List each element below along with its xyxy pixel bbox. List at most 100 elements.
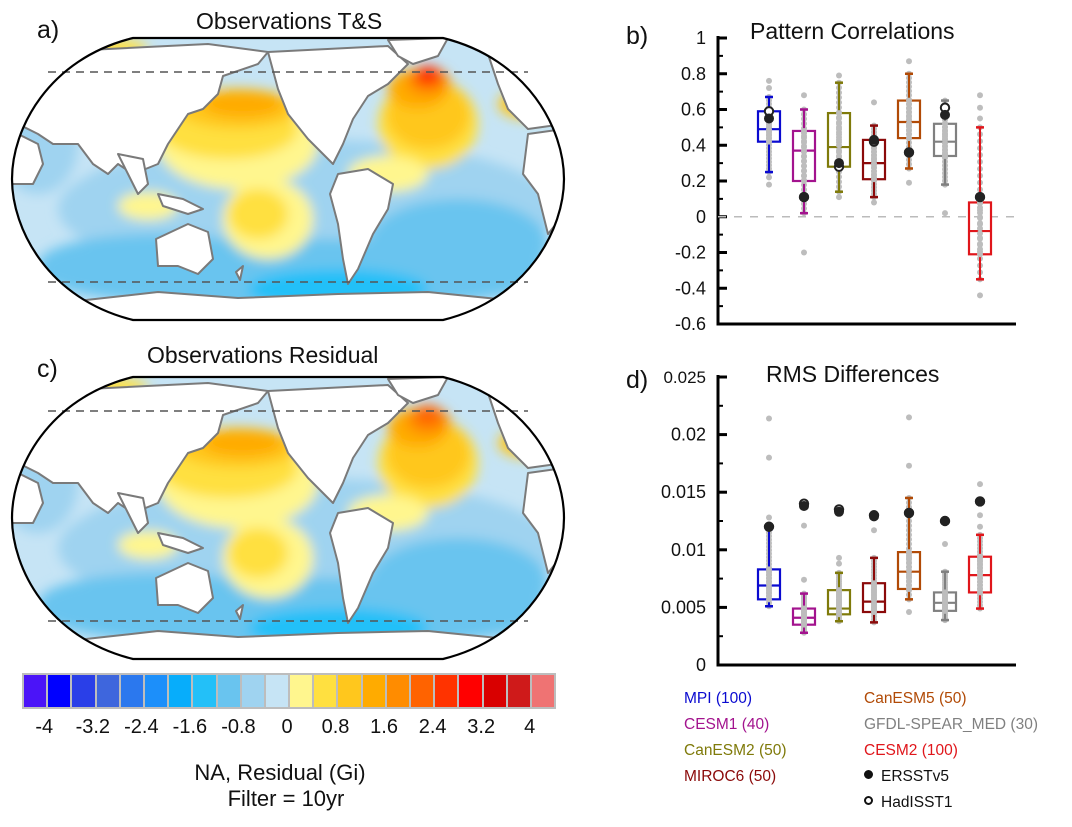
ensemble-member-point <box>977 209 983 216</box>
ensemble-outlier-point <box>977 115 983 122</box>
colorbar-cell <box>290 675 313 707</box>
y-tick-label: -0.6 <box>675 314 706 334</box>
ensemble-member-point <box>871 580 877 587</box>
australia-landmass <box>155 223 214 275</box>
colorbar-cell <box>531 675 555 707</box>
legend-item-model: MPI (100) <box>684 690 753 707</box>
anomaly-region <box>414 405 442 425</box>
south-america-landmass <box>329 168 394 285</box>
ensemble-outlier-point <box>977 523 983 530</box>
y-tick-label: 0 <box>696 207 706 227</box>
y-tick-label: 0.8 <box>681 64 706 84</box>
anomaly-region <box>368 199 548 289</box>
map-border <box>10 375 566 661</box>
ensemble-outlier-point <box>766 415 772 422</box>
panel-label-c: c) <box>37 355 58 383</box>
map-border <box>10 36 566 322</box>
ersstv5-marker <box>764 521 774 532</box>
ensemble-member-point <box>836 110 842 117</box>
africa-east-landmass <box>522 128 564 235</box>
colorbar-tick-label: -0.8 <box>221 716 256 738</box>
ensemble-member-point <box>977 225 983 232</box>
antarctica-landmass <box>12 630 564 659</box>
colorbar-cell <box>435 675 458 707</box>
ensemble-outlier-point <box>942 541 948 548</box>
boxplot-canesm5 <box>896 58 922 186</box>
antarctica-landmass <box>12 291 564 320</box>
colorbar-cell <box>48 675 71 707</box>
boxplot-cesm2 <box>967 92 993 299</box>
legend-item-model: CanESM2 (50) <box>684 742 787 759</box>
panel-label-d: d) <box>626 366 649 394</box>
ensemble-member-point <box>836 136 842 143</box>
y-tick-label: 0.015 <box>661 482 706 502</box>
ensemble-member-point <box>906 549 912 556</box>
boxplot-cesm1 <box>791 92 817 256</box>
ensemble-outlier-point <box>801 576 807 583</box>
ensemble-outlier-point <box>977 104 983 111</box>
open-circle-icon <box>864 796 873 805</box>
indonesia-landmass <box>157 532 204 554</box>
colorbar-tick-label: -3.2 <box>75 716 111 738</box>
indonesia-landmass <box>157 193 204 215</box>
ensemble-outlier-point <box>766 85 772 92</box>
legend-item-model: CanESM5 (50) <box>864 690 967 707</box>
ensemble-member-point <box>801 167 807 174</box>
colorbar-caption-line1: NA, Residual (Gi) <box>194 760 366 785</box>
ensemble-member-point <box>801 605 807 612</box>
legend-item-model: GFDL-SPEAR_MED (30) <box>864 716 1038 733</box>
panel-label-b: b) <box>626 22 649 50</box>
new-zealand-landmass <box>235 604 244 620</box>
colorbar-cell <box>411 675 434 707</box>
boxplot-gfdl-spear_med <box>932 515 958 624</box>
ensemble-member-point <box>906 97 912 104</box>
ensemble-member-point <box>801 142 807 149</box>
ensemble-member-point <box>801 132 807 139</box>
map-title-c: Observations Residual <box>147 342 379 368</box>
ensemble-outlier-point <box>942 210 948 217</box>
ocean-field <box>12 377 564 659</box>
south-america-landmass <box>329 507 394 624</box>
ensemble-outlier-point <box>801 92 807 99</box>
colorbar-cell <box>386 675 409 707</box>
ensemble-member-point <box>977 240 983 247</box>
ensemble-outlier-point <box>766 514 772 521</box>
anomaly-region <box>203 91 283 117</box>
ersstv5-marker <box>975 496 985 507</box>
ensemble-member-point <box>801 157 807 164</box>
ensemble-outlier-point <box>836 554 842 561</box>
legend-item-model: CESM2 (100) <box>864 742 958 759</box>
ensemble-outlier-point <box>906 462 912 469</box>
ensemble-member-point <box>977 204 983 211</box>
ensemble-member-point <box>977 251 983 258</box>
chart-title-b: Pattern Correlations <box>750 18 955 44</box>
ersstv5-marker <box>940 516 950 526</box>
ersstv5-marker <box>834 506 844 517</box>
ensemble-outlier-point <box>977 512 983 519</box>
ensemble-member-point <box>801 162 807 169</box>
ensemble-outlier-point <box>906 414 912 421</box>
colorbar-cell <box>459 675 482 707</box>
ensemble-outlier-point <box>977 481 983 488</box>
map-title-a: Observations T&S <box>196 8 383 34</box>
legend-item-observation: ERSSTv5 <box>864 768 949 786</box>
panel-label-a: a) <box>37 16 60 44</box>
ensemble-member-point <box>977 235 983 242</box>
colorbar-tick-label: 3.2 <box>467 716 496 738</box>
ersstv5-marker <box>869 511 879 522</box>
ensemble-outlier-point <box>766 77 772 84</box>
north-america-landmass <box>267 45 409 165</box>
ensemble-outlier-point <box>977 92 983 99</box>
legend-item-model: CESM1 (40) <box>684 716 770 733</box>
colorbar-cell <box>169 675 192 707</box>
boxplot-cesm2 <box>967 481 993 612</box>
continents <box>12 38 564 320</box>
ensemble-outlier-point <box>801 249 807 256</box>
y-tick-label: 0.025 <box>663 368 706 387</box>
colorbar-cell <box>362 675 385 707</box>
boxplot-cesm1 <box>791 498 817 636</box>
y-tick-label: 0.6 <box>681 100 706 120</box>
ersstv5-marker <box>940 109 950 120</box>
ensemble-member-point <box>801 127 807 134</box>
ensemble-outlier-point <box>871 527 877 534</box>
